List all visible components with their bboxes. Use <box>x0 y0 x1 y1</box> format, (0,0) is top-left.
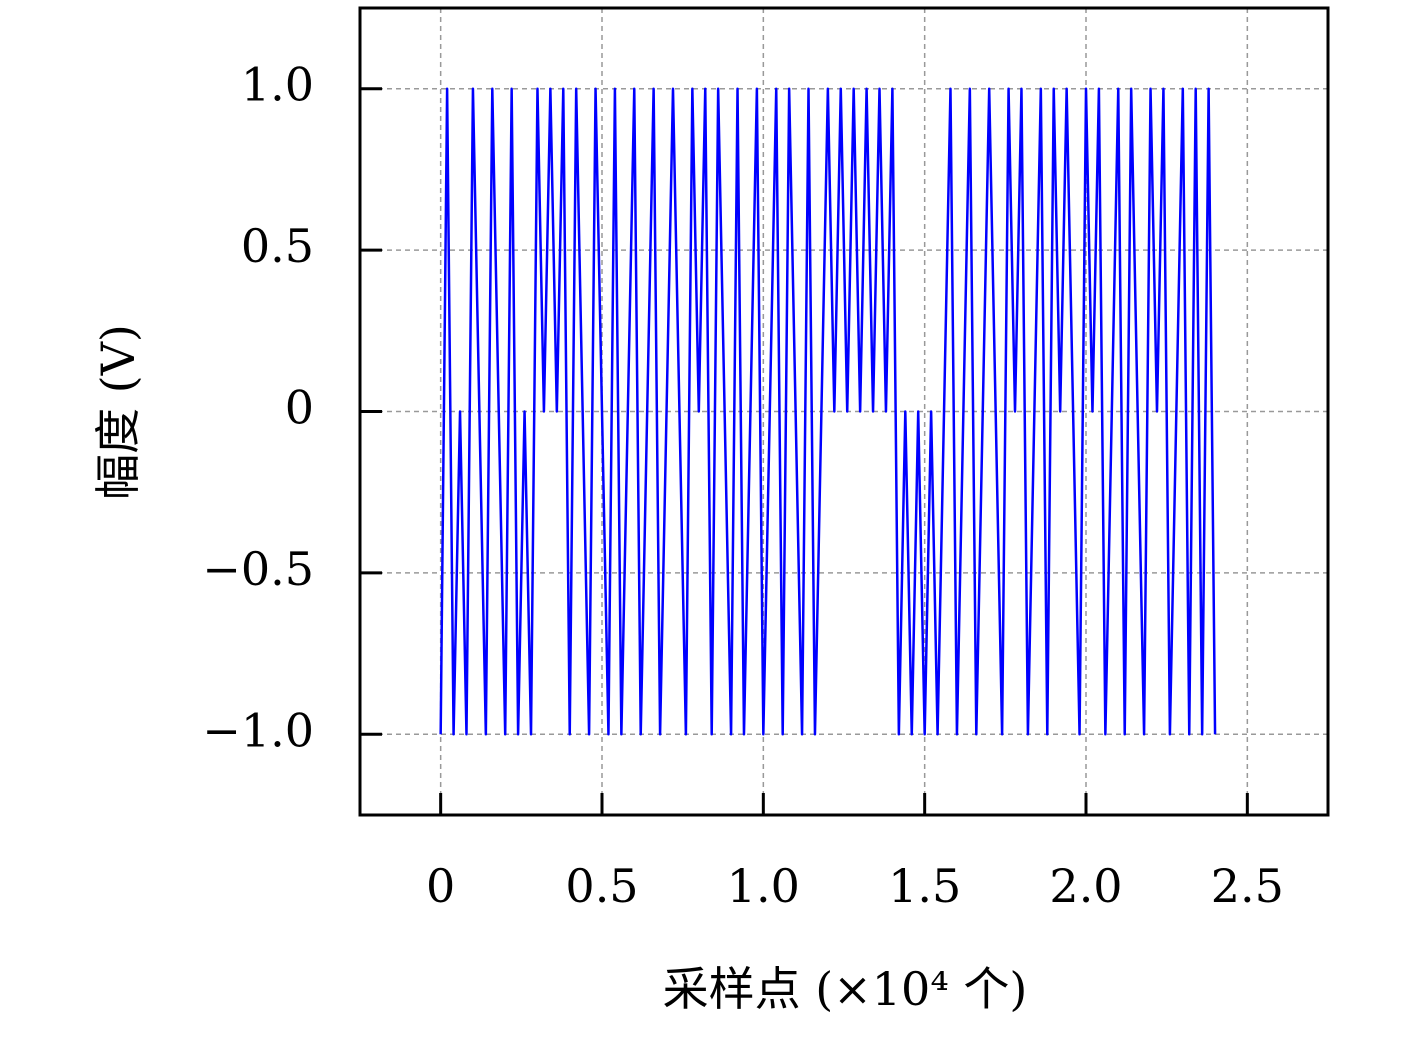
y-tick-label: 0 <box>285 381 314 435</box>
y-tick-label: 1.0 <box>241 58 314 112</box>
x-tick-label: 1.0 <box>727 859 800 913</box>
signal-line <box>439 87 1217 736</box>
y-tick-label: −1.0 <box>202 703 314 757</box>
x-tick-label: 0.5 <box>565 859 638 913</box>
y-axis-label: 幅度 (V) <box>91 324 145 500</box>
x-tick-label: 1.5 <box>888 859 961 913</box>
x-axis-label: 采样点 (×10⁴ 个) <box>663 962 1028 1016</box>
y-tick-label: 0.5 <box>241 219 314 273</box>
x-tick-label: 2.5 <box>1211 859 1284 913</box>
x-tick-label: 0 <box>426 859 455 913</box>
plot-frame <box>358 6 1330 817</box>
x-tick-label: 2.0 <box>1049 859 1122 913</box>
y-tick-label: −0.5 <box>202 542 314 596</box>
